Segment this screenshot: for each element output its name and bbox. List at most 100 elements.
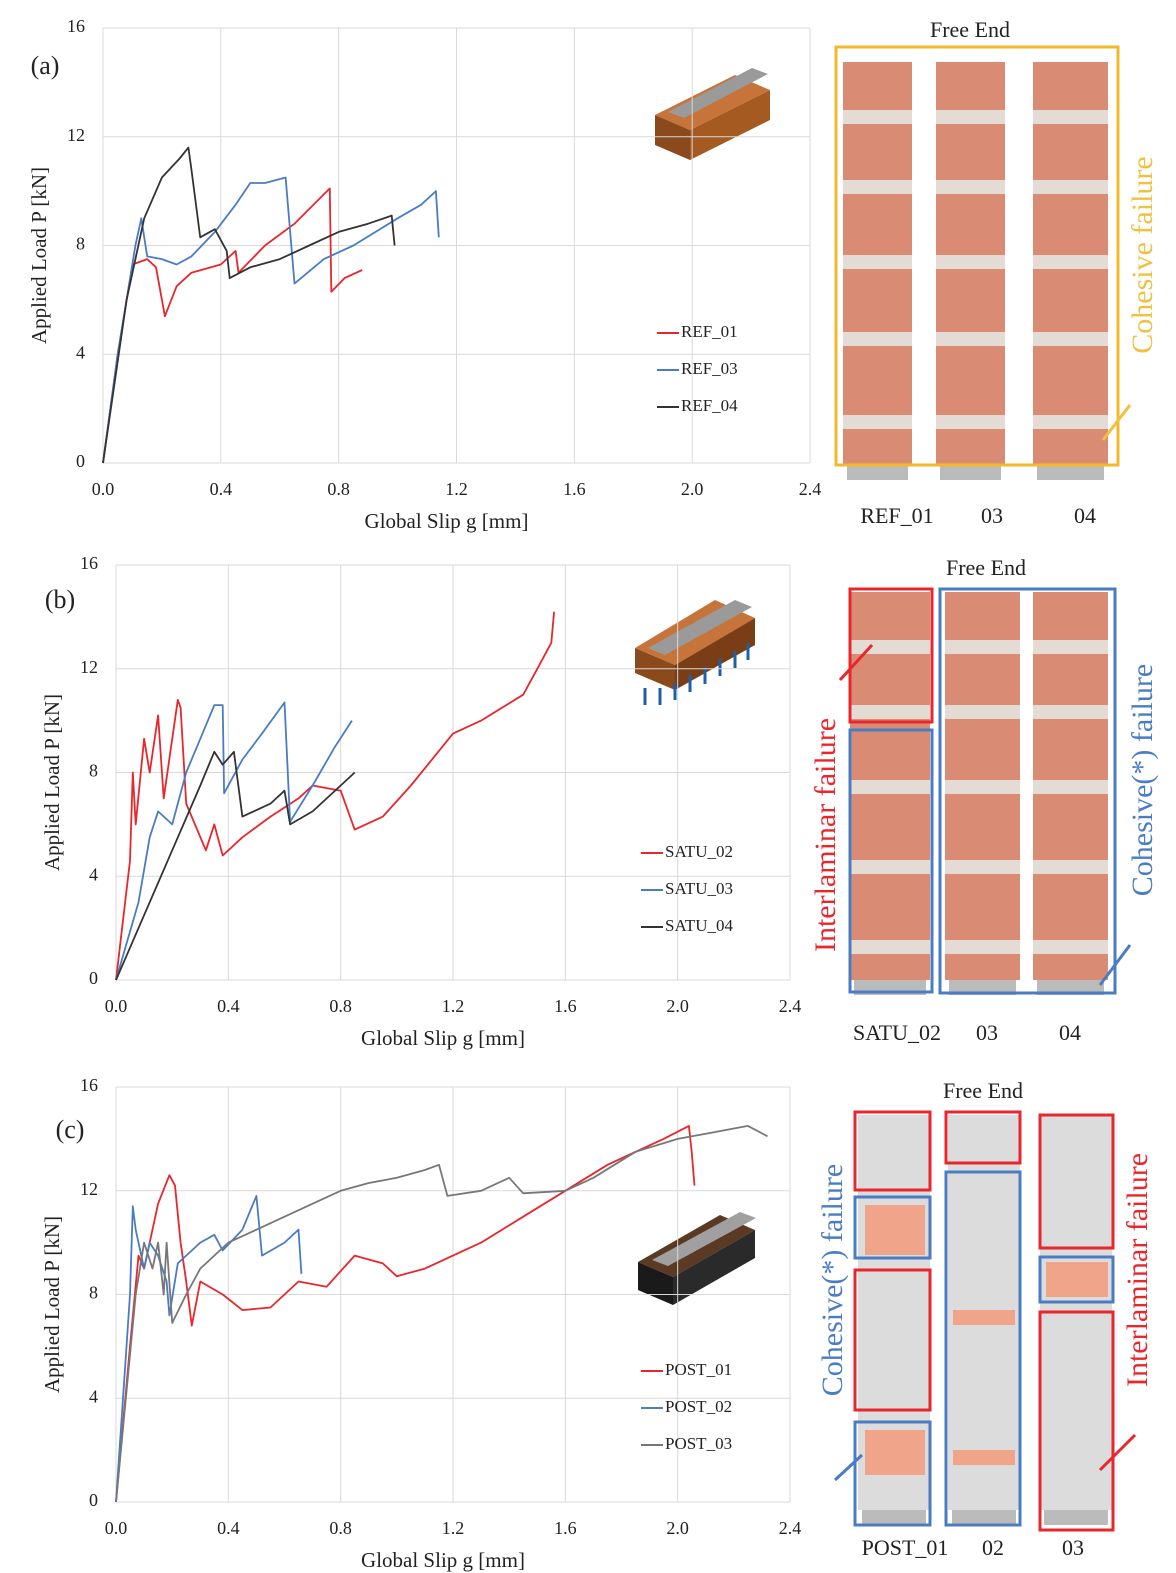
data-line [103, 178, 439, 464]
mortar-joint [936, 110, 1005, 124]
mortar-joint [936, 255, 1005, 269]
mortar-joint [843, 110, 912, 124]
specimen-label: POST_01 [862, 1535, 949, 1560]
mortar-joint [936, 415, 1005, 429]
mortar-joint [936, 180, 1005, 194]
y-tick-label: 0 [89, 968, 98, 988]
mortar-joint [843, 415, 912, 429]
mortar-joint [1033, 415, 1108, 429]
x-axis-label: Global Slip g [mm] [361, 1548, 525, 1572]
mortar-joint [945, 780, 1020, 794]
data-line [116, 612, 554, 980]
x-tick-label: 2.4 [779, 996, 802, 1016]
brick-residue [953, 1450, 1015, 1465]
failure-annotation: Interlaminar failure [809, 718, 842, 952]
y-tick-label: 16 [80, 553, 98, 573]
legend-label: REF_01 [681, 322, 738, 341]
x-tick-label: 1.6 [554, 1518, 577, 1538]
mortar-joint [1033, 860, 1108, 874]
legend-label: SATU_04 [665, 916, 734, 935]
y-tick-label: 8 [89, 761, 98, 781]
x-tick-label: 2.4 [779, 1518, 802, 1538]
panel-label: (c) [56, 1115, 85, 1144]
x-tick-label: 0.8 [329, 996, 352, 1016]
photo-title: Free End [946, 555, 1026, 580]
mortar-joint [945, 640, 1020, 654]
y-tick-label: 12 [67, 125, 85, 145]
failure-annotation: Cohesive(*) failure [816, 1164, 849, 1396]
panel-label: (a) [31, 51, 60, 80]
specimen-label: 03 [976, 1020, 998, 1045]
y-tick-label: 0 [89, 1490, 98, 1510]
specimen-label: 03 [1062, 1535, 1084, 1560]
mortar-joint [850, 940, 930, 954]
x-tick-label: 0.0 [105, 996, 128, 1016]
y-axis-label: Applied Load P [kN] [40, 694, 64, 871]
fiber-end [940, 465, 1001, 480]
y-tick-label: 12 [80, 657, 98, 677]
y-tick-label: 4 [76, 342, 85, 362]
specimen-label: SATU_02 [853, 1020, 941, 1045]
y-tick-label: 8 [76, 234, 85, 254]
mortar-joint [1033, 255, 1108, 269]
mortar-joint [850, 860, 930, 874]
legend-label: POST_03 [665, 1434, 732, 1453]
data-line [103, 148, 395, 463]
y-tick-label: 16 [80, 1075, 98, 1095]
panel-label: (b) [45, 585, 75, 614]
x-tick-label: 0.0 [105, 1518, 128, 1538]
legend-label: REF_04 [681, 396, 738, 415]
legend-label: POST_01 [665, 1360, 732, 1379]
mortar-joint [1033, 110, 1108, 124]
y-tick-label: 4 [89, 1386, 98, 1406]
y-axis-label: Applied Load P [kN] [27, 167, 51, 344]
x-tick-label: 1.6 [554, 996, 577, 1016]
specimen-label: 03 [981, 503, 1003, 528]
mortar-joint [1033, 180, 1108, 194]
x-axis-label: Global Slip g [mm] [365, 509, 529, 533]
brick-residue [865, 1430, 925, 1475]
fiber-end [847, 465, 908, 480]
y-tick-label: 0 [76, 451, 85, 471]
y-axis-label: Applied Load P [kN] [40, 1216, 64, 1393]
inset-icon-b [635, 600, 755, 705]
x-tick-label: 2.0 [681, 479, 704, 499]
fiber-end [862, 1510, 926, 1525]
specimen-label: 02 [982, 1535, 1004, 1560]
specimen-label: REF_01 [860, 503, 933, 528]
photo-panel: Free EndSATU_020304Interlaminar failureC… [809, 555, 1159, 1045]
x-tick-label: 0.0 [92, 479, 115, 499]
mortar-joint [1033, 780, 1108, 794]
failure-annotation: Cohesive failure [1126, 156, 1159, 353]
fiber-end [1037, 465, 1104, 480]
mortar-joint [843, 332, 912, 346]
photo-title: Free End [943, 1078, 1023, 1103]
mortar-joint [945, 705, 1020, 719]
mortar-joint [945, 860, 1020, 874]
mortar-joint [850, 780, 930, 794]
x-tick-label: 0.8 [327, 479, 350, 499]
x-tick-label: 2.0 [666, 996, 689, 1016]
x-tick-label: 1.6 [563, 479, 586, 499]
data-line [116, 703, 352, 981]
mortar-joint [850, 705, 930, 719]
photo-panel: Free End POST_01 02 03 Cohesive(*) failure In… [816, 1078, 1154, 1560]
mortar-joint [1033, 705, 1108, 719]
failure-annotation: Interlaminar failure [1121, 1153, 1154, 1387]
x-axis-label: Global Slip g [mm] [361, 1026, 525, 1050]
mortar-joint [1033, 640, 1108, 654]
brick-residue [1046, 1262, 1108, 1297]
x-tick-label: 0.4 [217, 996, 240, 1016]
x-tick-label: 1.2 [445, 479, 468, 499]
data-line [116, 1126, 695, 1502]
arrow [835, 1455, 862, 1480]
failure-annotation: Cohesive(*) failure [1126, 664, 1159, 896]
x-tick-label: 1.2 [442, 1518, 465, 1538]
specimen-label: 04 [1074, 503, 1096, 528]
legend-label: SATU_03 [665, 879, 733, 898]
mortar-joint [843, 180, 912, 194]
x-tick-label: 2.0 [666, 1518, 689, 1538]
x-tick-label: 2.4 [799, 479, 822, 499]
